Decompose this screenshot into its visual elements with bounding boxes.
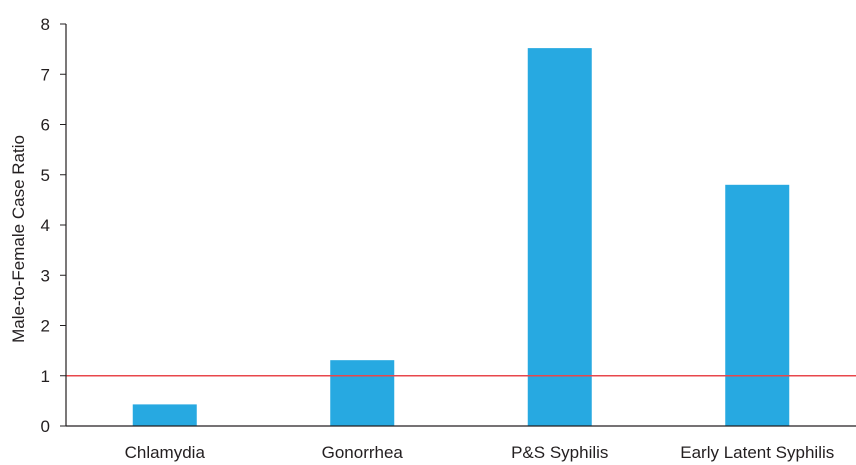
y-tick-label-4: 4 <box>41 216 50 235</box>
y-tick-label-1: 1 <box>41 367 50 386</box>
y-axis-ticks: 0 1 2 3 4 5 6 7 8 <box>41 15 66 436</box>
x-category-label-early-latent-syphilis: Early Latent Syphilis <box>680 443 834 462</box>
bar-p-s-syphilis <box>527 48 592 427</box>
y-tick-label-8: 8 <box>41 15 50 34</box>
y-axis-title: Male-to-Female Case Ratio <box>9 135 28 343</box>
y-tick-label-0: 0 <box>41 417 50 436</box>
y-tick-label-7: 7 <box>41 65 50 84</box>
x-category-label-chlamydia: Chlamydia <box>125 443 206 462</box>
y-tick-label-3: 3 <box>41 266 50 285</box>
y-tick-label-6: 6 <box>41 116 50 135</box>
bar-early-latent-syphilis <box>725 184 790 426</box>
x-category-label-gonorrhea: Gonorrhea <box>322 443 404 462</box>
x-category-label-p-s-syphilis: P&S Syphilis <box>511 443 608 462</box>
y-tick-label-5: 5 <box>41 166 50 185</box>
bars-group <box>132 48 790 427</box>
x-axis-category-labels: Chlamydia Gonorrhea P&S Syphilis Early Late… <box>125 443 835 462</box>
y-tick-label-2: 2 <box>41 317 50 336</box>
bar-gonorrhea <box>330 360 395 426</box>
bar-chlamydia <box>132 404 197 426</box>
